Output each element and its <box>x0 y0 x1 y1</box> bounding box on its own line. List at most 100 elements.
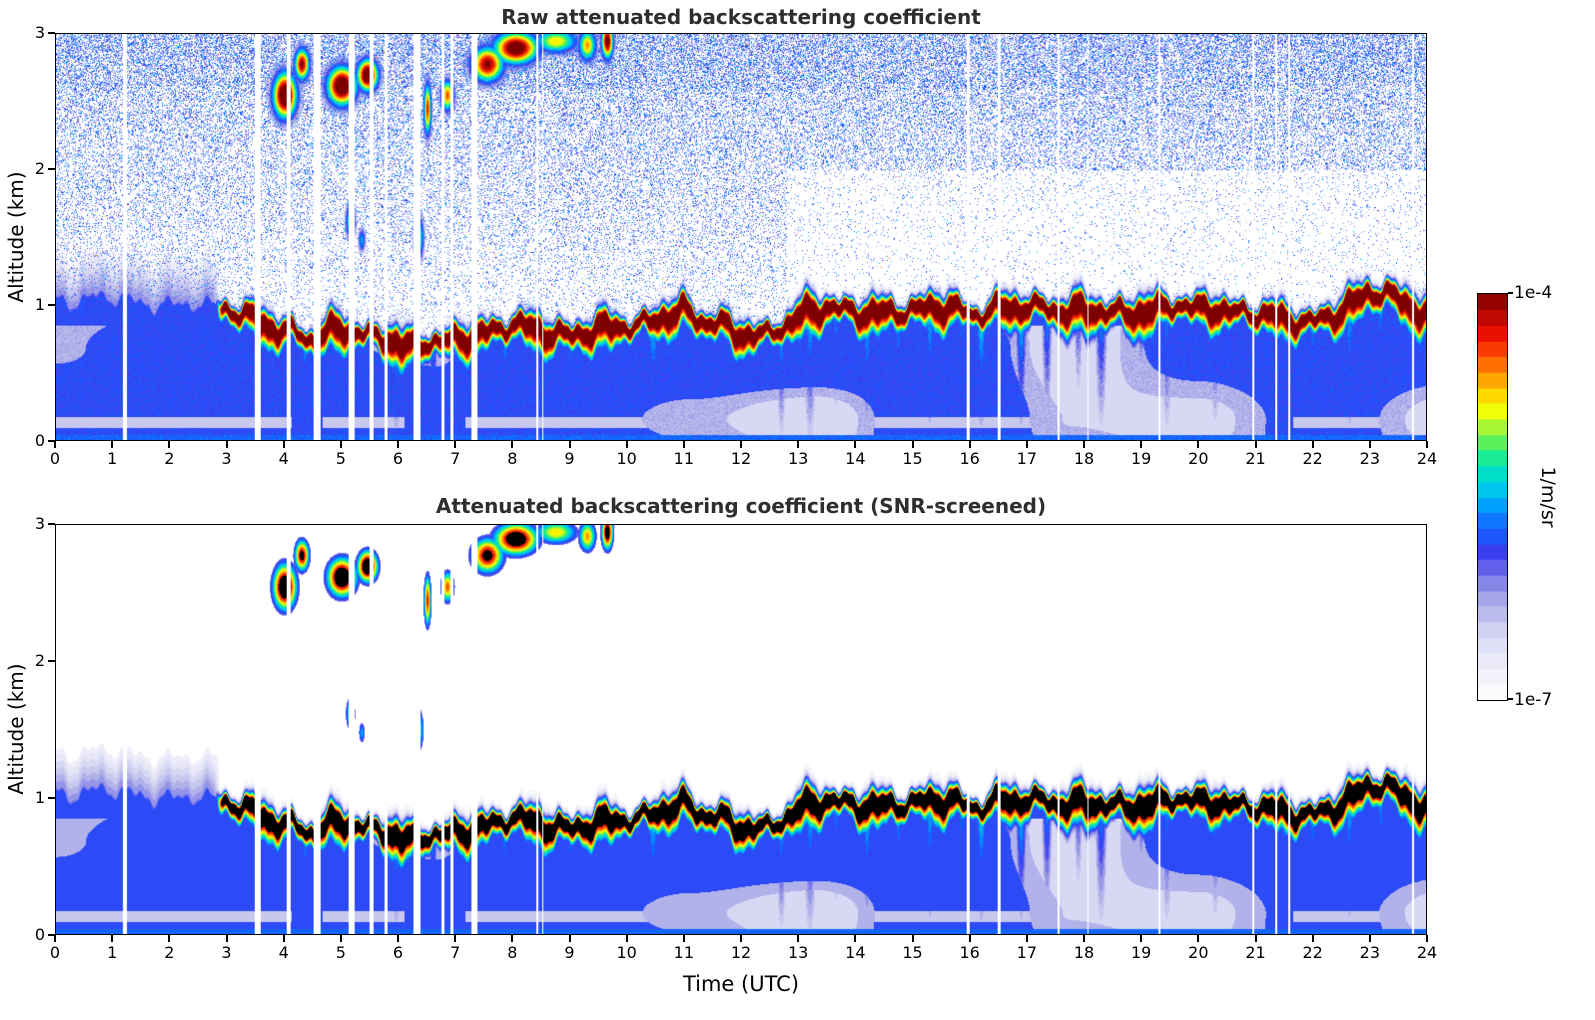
x-axis-label: Time (UTC) <box>682 972 800 996</box>
x-tick-mark <box>682 441 685 448</box>
panel2-heatmap-canvas <box>56 525 1426 934</box>
x-tick-mark <box>454 935 457 942</box>
x-tick-mark <box>1083 441 1085 448</box>
x-tick-mark <box>282 935 285 942</box>
x-tick-label: 19 <box>1130 449 1152 468</box>
x-tick-mark <box>511 935 514 942</box>
y-tick-label: 0 <box>34 431 45 450</box>
colorbar <box>1477 293 1508 701</box>
x-tick-label: 11 <box>673 449 694 468</box>
x-tick-mark <box>1254 935 1257 942</box>
y-tick-mark <box>48 523 55 525</box>
x-tick-label: 21 <box>1245 449 1266 468</box>
y-tick-label: 2 <box>34 159 45 178</box>
x-tick-label: 6 <box>392 943 404 962</box>
x-tick-label: 8 <box>507 943 518 962</box>
x-tick-label: 21 <box>1245 943 1266 962</box>
x-tick-label: 7 <box>450 449 461 468</box>
x-tick-mark <box>1197 935 1200 942</box>
x-tick-mark <box>511 441 514 448</box>
x-tick-label: 16 <box>959 449 980 468</box>
y-tick-label: 1 <box>34 295 45 314</box>
x-tick-label: 14 <box>845 943 866 962</box>
x-tick-label: 7 <box>450 943 461 962</box>
x-tick-label: 20 <box>1188 943 1209 962</box>
x-tick-mark <box>225 441 228 448</box>
x-tick-label: 13 <box>787 449 809 468</box>
colorbar-canvas <box>1478 294 1507 700</box>
y-tick-mark <box>48 440 55 442</box>
x-tick-label: 24 <box>1416 449 1438 468</box>
x-tick-mark <box>1311 441 1314 448</box>
x-tick-mark <box>1025 441 1028 448</box>
x-tick-mark <box>1025 935 1028 942</box>
panel2-plot-area <box>55 524 1427 935</box>
x-tick-mark <box>111 441 114 448</box>
x-tick-label: 22 <box>1302 943 1323 962</box>
x-tick-mark <box>968 935 971 942</box>
x-tick-mark <box>1197 441 1200 448</box>
x-tick-mark <box>797 441 800 448</box>
x-tick-label: 5 <box>335 943 346 962</box>
y-tick-label: 3 <box>34 514 45 533</box>
x-tick-mark <box>1254 441 1257 448</box>
x-tick-label: 3 <box>221 449 232 468</box>
x-tick-label: 1 <box>107 449 118 468</box>
y-tick-label: 2 <box>34 651 45 670</box>
colorbar-tick-mark <box>1508 698 1513 700</box>
x-tick-label: 14 <box>845 449 866 468</box>
x-tick-label: 8 <box>507 449 518 468</box>
x-tick-mark <box>740 441 742 448</box>
x-tick-mark <box>454 441 457 448</box>
colorbar-max-label: 1e-4 <box>1514 283 1553 303</box>
y-tick-mark <box>48 32 55 34</box>
x-tick-label: 12 <box>730 943 752 962</box>
y-tick-mark <box>48 304 55 306</box>
x-tick-mark <box>797 935 800 942</box>
x-tick-label: 15 <box>902 449 923 468</box>
colorbar-unit-label: 1/m/sr <box>1537 466 1559 528</box>
x-tick-label: 3 <box>221 943 232 962</box>
x-tick-mark <box>1083 935 1085 942</box>
x-tick-mark <box>111 935 114 942</box>
x-tick-mark <box>682 935 685 942</box>
x-tick-mark <box>911 935 914 942</box>
x-tick-label: 2 <box>164 943 175 962</box>
x-tick-label: 15 <box>902 943 923 962</box>
x-tick-label: 9 <box>564 943 575 962</box>
x-tick-mark <box>854 441 857 448</box>
x-tick-mark <box>1140 441 1143 448</box>
x-tick-label: 0 <box>49 943 61 962</box>
x-tick-label: 10 <box>616 449 637 468</box>
x-tick-mark <box>568 441 571 448</box>
x-tick-label: 12 <box>730 449 752 468</box>
x-tick-mark <box>1426 935 1428 942</box>
x-tick-label: 0 <box>49 449 61 468</box>
x-tick-mark <box>1426 441 1428 448</box>
x-tick-label: 17 <box>1016 943 1037 962</box>
x-tick-mark <box>339 935 342 942</box>
x-tick-mark <box>54 441 56 448</box>
y-tick-mark <box>48 168 55 170</box>
x-tick-label: 23 <box>1359 943 1380 962</box>
panel1-title: Raw attenuated backscattering coefficien… <box>501 5 981 29</box>
x-tick-mark <box>968 441 971 448</box>
x-tick-label: 9 <box>564 449 575 468</box>
x-tick-mark <box>54 935 56 942</box>
panel2-y-axis-label: Altitude (km) <box>4 663 28 795</box>
x-tick-mark <box>625 935 628 942</box>
x-tick-mark <box>1368 935 1371 942</box>
x-tick-mark <box>1311 935 1314 942</box>
x-tick-label: 5 <box>335 449 346 468</box>
x-tick-mark <box>225 935 228 942</box>
x-tick-mark <box>1368 441 1371 448</box>
x-tick-mark <box>397 441 399 448</box>
y-tick-mark <box>48 934 55 936</box>
y-tick-label: 0 <box>34 925 45 944</box>
x-tick-label: 24 <box>1416 943 1438 962</box>
x-tick-label: 22 <box>1302 449 1323 468</box>
x-tick-label: 4 <box>278 449 289 468</box>
x-tick-label: 11 <box>673 943 694 962</box>
x-tick-label: 19 <box>1130 943 1152 962</box>
